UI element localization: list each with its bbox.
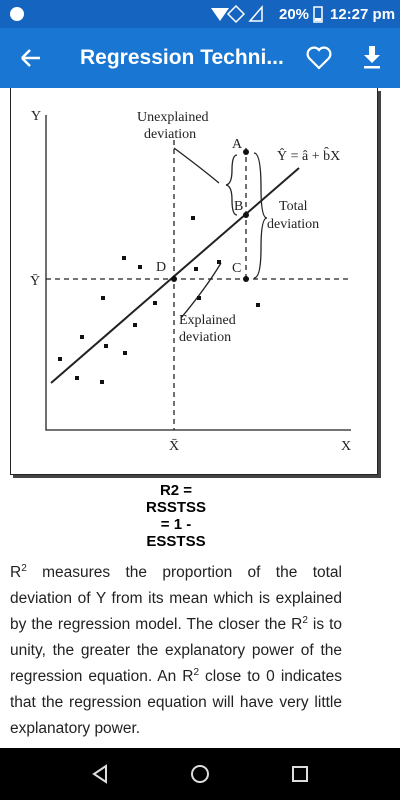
explained-label: deviation [179, 330, 231, 345]
time: 12:27 pm [330, 6, 395, 23]
formula-line: R2 = [159, 482, 193, 499]
superscript: 2 [193, 666, 200, 678]
battery-text: 20% [279, 6, 309, 23]
app-title: Regression Techni... [80, 46, 284, 69]
point-label: B [234, 199, 243, 214]
status-bar: 20% 12:27 pm [0, 0, 400, 28]
total-label: deviation [267, 217, 319, 232]
back-button[interactable] [21, 49, 40, 67]
status-icons: 20% 12:27 pm [10, 4, 395, 24]
superscript: 2 [302, 614, 308, 626]
y-axis-label: Y [31, 109, 41, 124]
y-mean-label: Ȳ [30, 273, 40, 289]
formula-line: RSSTSS [145, 499, 206, 516]
navigation-bar [0, 748, 400, 800]
text: R [10, 564, 22, 581]
point-label: A [232, 137, 243, 152]
unexplained-label: deviation [144, 127, 196, 142]
x-mean-label: X̄ [169, 438, 179, 454]
point-label: D [156, 260, 166, 275]
back-nav[interactable] [92, 764, 107, 784]
unexplained-label: Unexplained [137, 110, 209, 125]
point-label: C [232, 261, 241, 276]
equation: Ŷ = â + b̂X [277, 147, 340, 164]
figure: Y X Ȳ X̄ Unexplained deviation Explained… [10, 88, 378, 475]
formula-line: = 1 - [160, 516, 192, 533]
total-label: Total [279, 199, 308, 214]
superscript: 2 [21, 562, 27, 574]
download-button[interactable] [364, 46, 380, 69]
app-bar: Regression Techni... [0, 28, 400, 88]
paragraph: R2 measures the proportion of the total … [10, 560, 342, 742]
recents-nav[interactable] [292, 766, 308, 782]
formula: R2 = RSSTSS = 1 - ESSTSS [0, 482, 352, 550]
favorite-button[interactable] [306, 46, 332, 70]
explained-label: Explained [179, 313, 236, 328]
x-axis-label: X [341, 439, 351, 454]
app-bar-icons [21, 46, 380, 70]
text: is to unity, the greater the explanatory… [10, 616, 342, 685]
home-nav[interactable] [191, 765, 209, 783]
formula-line: ESSTSS [146, 533, 206, 550]
text: close to 0 indicates that the regression… [10, 668, 342, 737]
regression-diagram: Y X Ȳ X̄ Unexplained deviation Explained… [30, 109, 351, 454]
text: measures the proportion of the total dev… [10, 564, 342, 633]
nav-icons [92, 764, 308, 784]
